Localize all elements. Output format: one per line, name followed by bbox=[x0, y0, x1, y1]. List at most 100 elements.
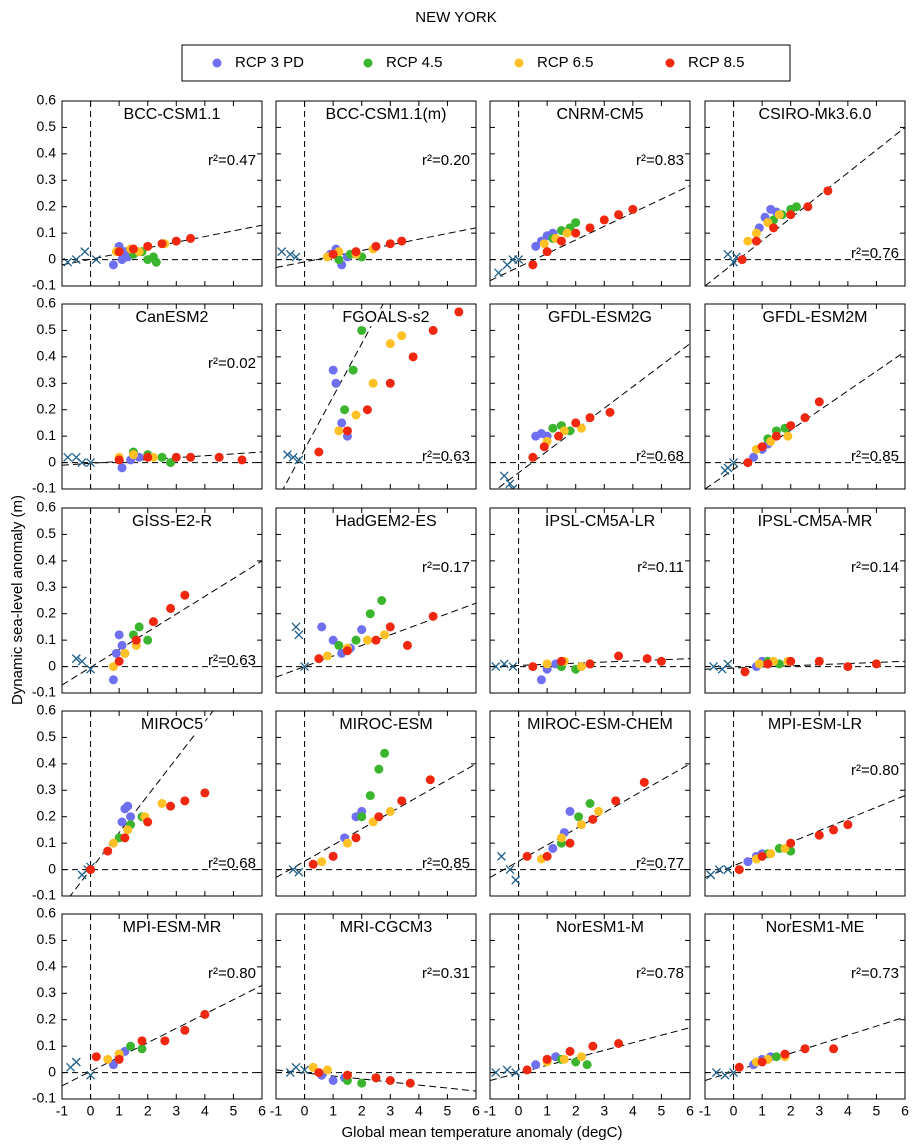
data-point bbox=[108, 675, 118, 685]
data-point bbox=[743, 458, 753, 468]
y-tick-label: 0.5 bbox=[37, 728, 57, 744]
cross-marker bbox=[86, 664, 96, 674]
data-point bbox=[385, 339, 395, 349]
plot-content bbox=[62, 508, 262, 693]
x-tick-label: 4 bbox=[629, 1103, 637, 1119]
data-point bbox=[357, 812, 367, 822]
plot-frame bbox=[61, 507, 263, 694]
y-tick-label: 0.1 bbox=[37, 427, 57, 443]
data-point bbox=[108, 838, 118, 848]
panel: -0.1 0 0.1 0.2 0.3 0.4 0.5 0.6 -1 0 1 2 3 4 5 6 MPI-ESM-… bbox=[32, 905, 266, 1119]
y-tick-label: 0.4 bbox=[37, 755, 57, 771]
data-point bbox=[737, 255, 747, 265]
data-point bbox=[237, 455, 247, 465]
x-tick-label: 3 bbox=[815, 1103, 823, 1119]
y-tick-label: 0.2 bbox=[37, 400, 57, 416]
plot-frame bbox=[489, 913, 691, 1100]
annotation: r²=0.20 bbox=[422, 152, 470, 169]
y-tick-label: 0 bbox=[48, 860, 56, 876]
data-point bbox=[556, 656, 566, 666]
plot-area bbox=[705, 711, 905, 896]
panel-title: MIROC-ESM bbox=[339, 716, 432, 733]
panel-title: MPI-ESM-LR bbox=[768, 716, 862, 733]
data-point bbox=[829, 1044, 839, 1054]
data-point bbox=[786, 656, 796, 666]
data-point bbox=[814, 656, 824, 666]
cross-marker bbox=[508, 484, 518, 489]
data-point bbox=[428, 325, 438, 335]
data-point bbox=[322, 651, 332, 661]
fit-line bbox=[705, 660, 905, 670]
annotation: r²=0.31 bbox=[422, 965, 470, 982]
cross-marker bbox=[511, 1068, 521, 1078]
fit-line bbox=[62, 560, 262, 686]
legend-marker bbox=[665, 58, 675, 68]
y-tick-label: 0.3 bbox=[37, 781, 57, 797]
fit-line bbox=[62, 984, 262, 1087]
cross-marker bbox=[282, 450, 292, 460]
plot-frame bbox=[275, 100, 477, 287]
data-point bbox=[588, 814, 598, 824]
data-point bbox=[126, 1041, 136, 1051]
data-point bbox=[200, 1009, 210, 1019]
data-point bbox=[103, 1054, 113, 1064]
cross-marker bbox=[91, 255, 101, 265]
data-point bbox=[408, 352, 418, 362]
panel-title: BCC-CSM1.1(m) bbox=[326, 106, 447, 123]
y-tick-label: 0.6 bbox=[37, 702, 57, 718]
panel-title-bg bbox=[340, 309, 432, 327]
data-point bbox=[559, 426, 569, 436]
data-point bbox=[308, 859, 318, 869]
y-tick-label: 0.2 bbox=[37, 807, 57, 823]
y-tick-label: 0.1 bbox=[37, 631, 57, 647]
plot-frame bbox=[275, 710, 477, 897]
data-point bbox=[171, 236, 181, 246]
y-tick-label: 0.2 bbox=[37, 604, 57, 620]
data-point bbox=[582, 1060, 592, 1070]
x-tick-label: 5 bbox=[444, 1103, 452, 1119]
data-point bbox=[342, 838, 352, 848]
y-tick-label: 0.6 bbox=[37, 92, 57, 108]
panel: -0.1 0 0.1 0.2 0.3 0.4 0.5 0.6 BCC-CSM1.1 r²=0.47 bbox=[32, 92, 263, 293]
data-point bbox=[317, 857, 327, 867]
panel: -1 0 1 2 3 4 5 6 MRI-CGCM3 r²=0.31 bbox=[270, 913, 480, 1119]
panel-title: FGOALS-s2 bbox=[342, 309, 429, 326]
data-point bbox=[800, 1044, 810, 1054]
data-point bbox=[871, 659, 881, 669]
data-point bbox=[385, 1076, 395, 1085]
data-point bbox=[656, 656, 666, 666]
data-point bbox=[814, 397, 824, 407]
data-point bbox=[371, 1073, 381, 1083]
data-point bbox=[771, 1052, 781, 1062]
panel: -0.1 0 0.1 0.2 0.3 0.4 0.5 0.6 MIROC5 r²=0.68 bbox=[32, 702, 263, 903]
plot-frame bbox=[704, 100, 906, 287]
data-point bbox=[157, 452, 167, 462]
data-point bbox=[780, 843, 790, 853]
data-point bbox=[763, 218, 773, 228]
x-tick-label: 6 bbox=[686, 1103, 694, 1119]
panel-title: MIROC-ESM-CHEM bbox=[527, 716, 673, 733]
data-point bbox=[328, 249, 338, 259]
data-point bbox=[611, 796, 621, 806]
cross-marker bbox=[71, 654, 81, 664]
panel-title: GISS-E2-R bbox=[132, 513, 212, 530]
data-point bbox=[357, 325, 367, 335]
data-point bbox=[766, 849, 776, 859]
cross-marker bbox=[288, 452, 298, 462]
data-point bbox=[334, 255, 344, 265]
plot-frame bbox=[61, 100, 263, 287]
y-tick-label: 0.1 bbox=[37, 224, 57, 240]
data-point bbox=[783, 431, 793, 441]
data-point bbox=[108, 1060, 118, 1070]
x-tick-label: -1 bbox=[270, 1103, 283, 1119]
cross-marker bbox=[86, 1070, 96, 1080]
data-point bbox=[114, 656, 124, 666]
panel: -1 0 1 2 3 4 5 6 NorESM1-ME r²=0.73 bbox=[699, 913, 909, 1119]
cross-marker bbox=[511, 875, 521, 885]
data-point bbox=[786, 210, 796, 220]
data-point bbox=[166, 458, 176, 468]
cross-marker bbox=[729, 458, 739, 468]
data-point bbox=[734, 865, 744, 875]
panel-title-bg bbox=[323, 106, 449, 124]
data-point bbox=[800, 413, 810, 423]
